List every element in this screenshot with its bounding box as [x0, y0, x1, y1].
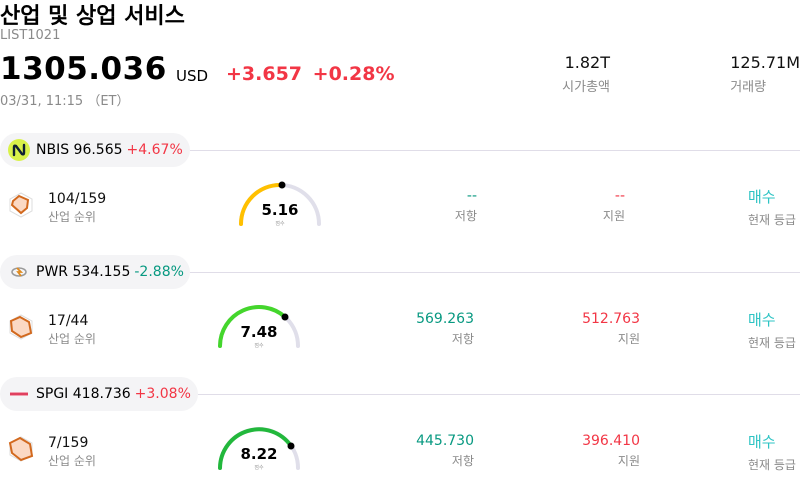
stock-change: +3.08% [134, 386, 191, 402]
industry-rank: 17/44 산업 순위 [48, 313, 96, 346]
support: -- 지원 [602, 188, 625, 223]
volume-label: 거래량 [730, 80, 767, 95]
divider [190, 150, 800, 151]
index-price: 1305.036 [0, 51, 167, 87]
radar-chart-icon [8, 436, 34, 462]
spgi-logo-icon [8, 383, 30, 405]
market-cap-stat: 1.82T 시가총액 [562, 53, 610, 95]
change-value: +3.657 [226, 63, 303, 85]
pwr-logo-icon [8, 261, 30, 283]
stock-change: +4.67% [126, 142, 183, 158]
volume-value: 125.71M [730, 53, 800, 72]
nbis-logo-icon [8, 139, 30, 161]
current-rating: 매수 현재 등급 [748, 188, 796, 227]
price-change: +3.657 +0.28% [226, 63, 395, 85]
index-code: LIST1021 [0, 28, 61, 43]
radar-chart-icon [8, 314, 34, 340]
industry-rank: 104/159 산업 순위 [48, 191, 107, 224]
page-title: 산업 및 상업 서비스 [0, 4, 185, 29]
stock-chip-spgi[interactable]: SPGI 418.736 +3.08% [0, 377, 198, 411]
change-percent: +0.28% [312, 63, 395, 85]
radar-chart-icon [8, 192, 34, 218]
volume-stat: 125.71M 거래량 [730, 53, 800, 95]
stock-ticker: PWR 534.155 [36, 264, 131, 280]
divider [190, 272, 800, 273]
score-gauge: 8.22 점수 [214, 423, 304, 473]
currency-label: USD [176, 67, 209, 85]
current-rating: 매수 현재 등급 [748, 433, 796, 472]
score-gauge: 5.16 점수 [235, 179, 325, 229]
support: 512.763 지원 [582, 311, 640, 346]
resistance: -- 저항 [454, 188, 477, 223]
resistance: 445.730 저항 [416, 433, 474, 468]
market-cap-value: 1.82T [564, 53, 610, 72]
industry-rank: 7/159 산업 순위 [48, 435, 96, 468]
current-rating: 매수 현재 등급 [748, 311, 796, 350]
stock-chip-pwr[interactable]: PWR 534.155 -2.88% [0, 255, 190, 289]
support: 396.410 지원 [582, 433, 640, 468]
stock-chip-nbis[interactable]: NBIS 96.565 +4.67% [0, 133, 190, 167]
stock-change: -2.88% [134, 264, 184, 280]
timestamp: 03/31, 11:15 （ET） [0, 94, 130, 109]
stock-ticker: SPGI 418.736 [36, 386, 131, 402]
divider [198, 394, 800, 395]
resistance: 569.263 저항 [416, 311, 474, 346]
stock-ticker: NBIS 96.565 [36, 142, 123, 158]
score-gauge: 7.48 점수 [214, 301, 304, 351]
market-cap-label: 시가총액 [562, 80, 610, 95]
